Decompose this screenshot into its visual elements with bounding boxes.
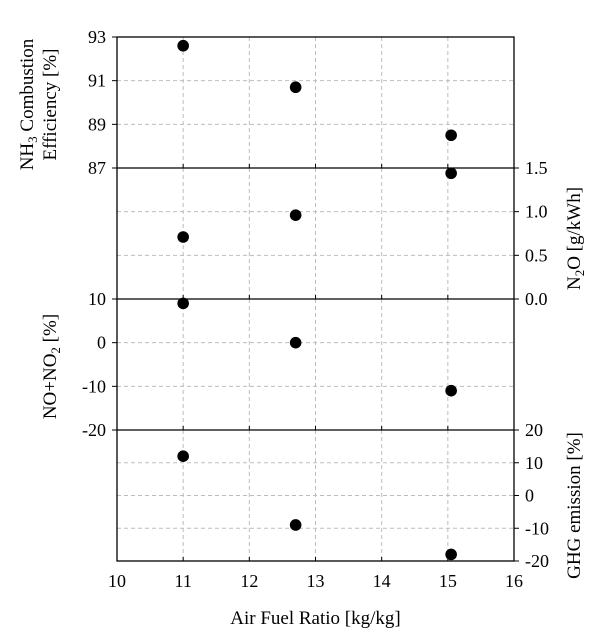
data-point [177, 231, 189, 243]
y-tick-label: 0.5 [525, 245, 548, 265]
y-tick-label: 10 [88, 289, 106, 309]
y-tick-label: 93 [88, 27, 106, 47]
y-axis-label-ghg: GHG emission [%] [564, 432, 585, 579]
y-tick-label: 10 [525, 453, 543, 473]
data-point [445, 548, 457, 561]
data-point [177, 297, 189, 310]
y-tick-label: 1.5 [525, 158, 548, 178]
x-tick-label: 15 [439, 571, 457, 591]
x-tick-label: 11 [174, 571, 191, 591]
x-axis-label: Air Fuel Ratio [kg/kg] [230, 608, 400, 629]
data-point [289, 81, 302, 94]
point-layer [177, 39, 457, 561]
data-point [445, 384, 457, 397]
y-tick-label: 87 [88, 158, 106, 178]
grid-layer [117, 37, 514, 561]
y-tick-label: -10 [82, 376, 106, 396]
y-axis-label-n2o: N2O [g/kWh] [564, 187, 587, 290]
y-axis-label-combustion-line1: NH3 Combustion [17, 38, 40, 170]
data-point [177, 450, 189, 463]
y-tick-label: 0 [97, 333, 106, 353]
data-point [445, 167, 457, 180]
label-layer: 87 89 91 93 0.0 0.5 1.0 1.5 -20 -10 0 10 -20 -10 0 10 20… [17, 27, 587, 629]
x-tick-label: 14 [373, 571, 391, 591]
y-tick-label: -20 [525, 551, 549, 571]
y-tick-label: 89 [88, 114, 106, 134]
x-tick-label: 16 [505, 571, 523, 591]
x-tick-label: 12 [240, 571, 258, 591]
y-tick-label: -20 [82, 420, 106, 440]
x-tick-label: 13 [307, 571, 325, 591]
y-tick-label: 1.0 [525, 202, 548, 222]
y-tick-label: 91 [88, 71, 106, 91]
y-tick-label: 0.0 [525, 289, 548, 309]
x-tick-label: 10 [108, 571, 126, 591]
y-axis-label-nox: NO+NO2 [%] [40, 314, 63, 419]
data-point [177, 39, 189, 52]
data-point [445, 129, 457, 142]
data-point [289, 336, 302, 349]
y-tick-label: -10 [525, 518, 549, 538]
y-tick-label: 20 [525, 420, 543, 440]
data-point [289, 209, 302, 221]
y-axis-label-combustion-line2: Efficiency [%] [40, 48, 61, 160]
y-tick-label: 0 [525, 486, 534, 506]
data-point [289, 519, 302, 531]
